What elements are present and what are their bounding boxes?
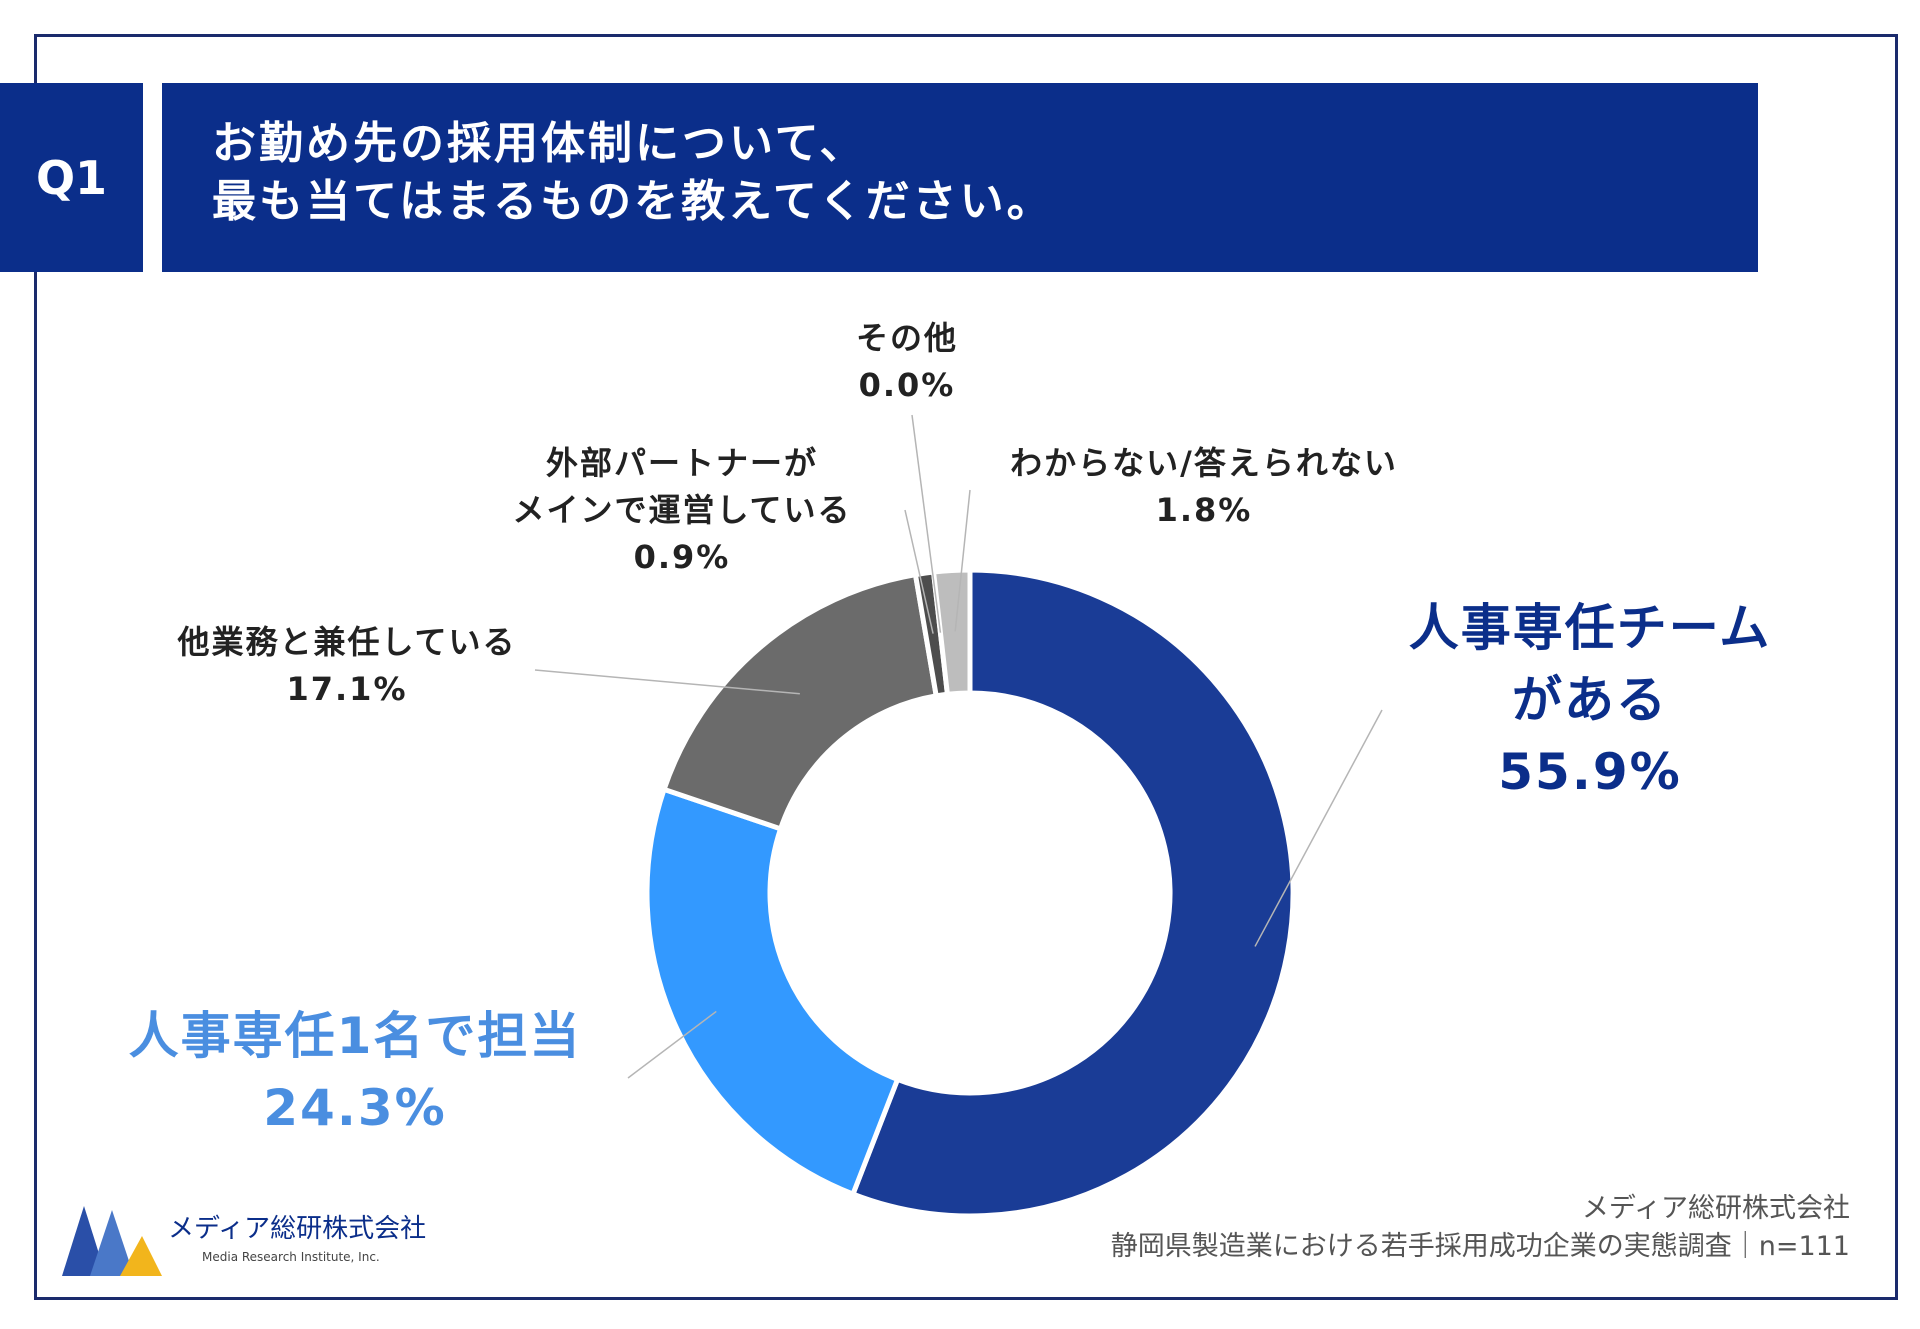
slice-label-partner: 外部パートナーが メインで運営している 0.9% (512, 440, 851, 581)
slice-label-partner-line-2: メインで運営している (512, 491, 852, 529)
source-company: メディア総研株式会社 (1581, 1193, 1850, 1224)
leader-line-slice-partner (904, 509, 934, 634)
source-survey: 静岡県製造業における若手採用成功企業の実態調査｜n=111 (1110, 1231, 1850, 1262)
slice-label-team-line-1: 人事専任チーム (1408, 599, 1772, 657)
slice-value-team: 55.9% (1498, 743, 1682, 801)
slice-single (644, 786, 901, 1198)
logo-company-name: メディア総研株式会社 (168, 1214, 427, 1244)
question-number: Q1 (35, 150, 108, 205)
slice-label-other-line-1: その他 (855, 319, 959, 357)
leader-line-slice-unknown (954, 489, 971, 632)
slice-label-unknown-line-1: わからない/答えられない (1010, 444, 1398, 482)
company-logo: メディア総研株式会社 Media Research Institute, Inc… (62, 1200, 426, 1280)
slice-team (849, 567, 1296, 1219)
slice-concurrent (660, 571, 940, 832)
chart-frame (34, 34, 1898, 1300)
question-title-line-2: 最も当てはまるものを教えてください。 (212, 176, 1054, 227)
slice-label-unknown: わからない/答えられない 1.8% (1010, 440, 1398, 534)
logo-mark-icon (62, 1206, 162, 1276)
leader-line-slice-single (627, 1010, 717, 1079)
leader-line-slice-team (1254, 709, 1383, 947)
leader-line-slice-concurrent (534, 669, 800, 695)
slice-value-other: 0.0% (858, 366, 956, 404)
question-title-line-1: お勤め先の採用体制について、 (212, 118, 867, 169)
slice-label-concurrent-line-1: 他業務と兼任している (177, 623, 517, 661)
slice-unknown (930, 567, 973, 698)
slice-label-single-line-1: 人事専任1名で担当 (128, 1007, 582, 1065)
slice-value-unknown: 1.8% (1155, 491, 1253, 529)
slice-value-single: 24.3% (263, 1079, 447, 1137)
question-number-badge: Q1 (0, 83, 143, 272)
slice-value-partner: 0.9% (633, 538, 731, 576)
logo-company-sub: Media Research Institute, Inc. (202, 1250, 380, 1264)
slice-label-other: その他 0.0% (856, 315, 958, 409)
leader-line-slice-other (911, 414, 942, 633)
slice-label-single: 人事専任1名で担当 24.3% (129, 1000, 582, 1144)
slice-value-concurrent: 17.1% (286, 670, 408, 708)
question-title-box: お勤め先の採用体制について、 最も当てはまるものを教えてください。 (162, 83, 1758, 272)
slice-label-concurrent: 他業務と兼任している 17.1% (177, 619, 516, 713)
slice-label-team: 人事専任チーム がある 55.9% (1409, 592, 1772, 808)
slice-label-team-line-2: がある (1512, 671, 1668, 729)
slice-label-partner-line-1: 外部パートナーが (545, 444, 819, 482)
source-note: メディア総研株式会社 静岡県製造業における若手採用成功企業の実態調査｜n=111 (1111, 1190, 1850, 1266)
